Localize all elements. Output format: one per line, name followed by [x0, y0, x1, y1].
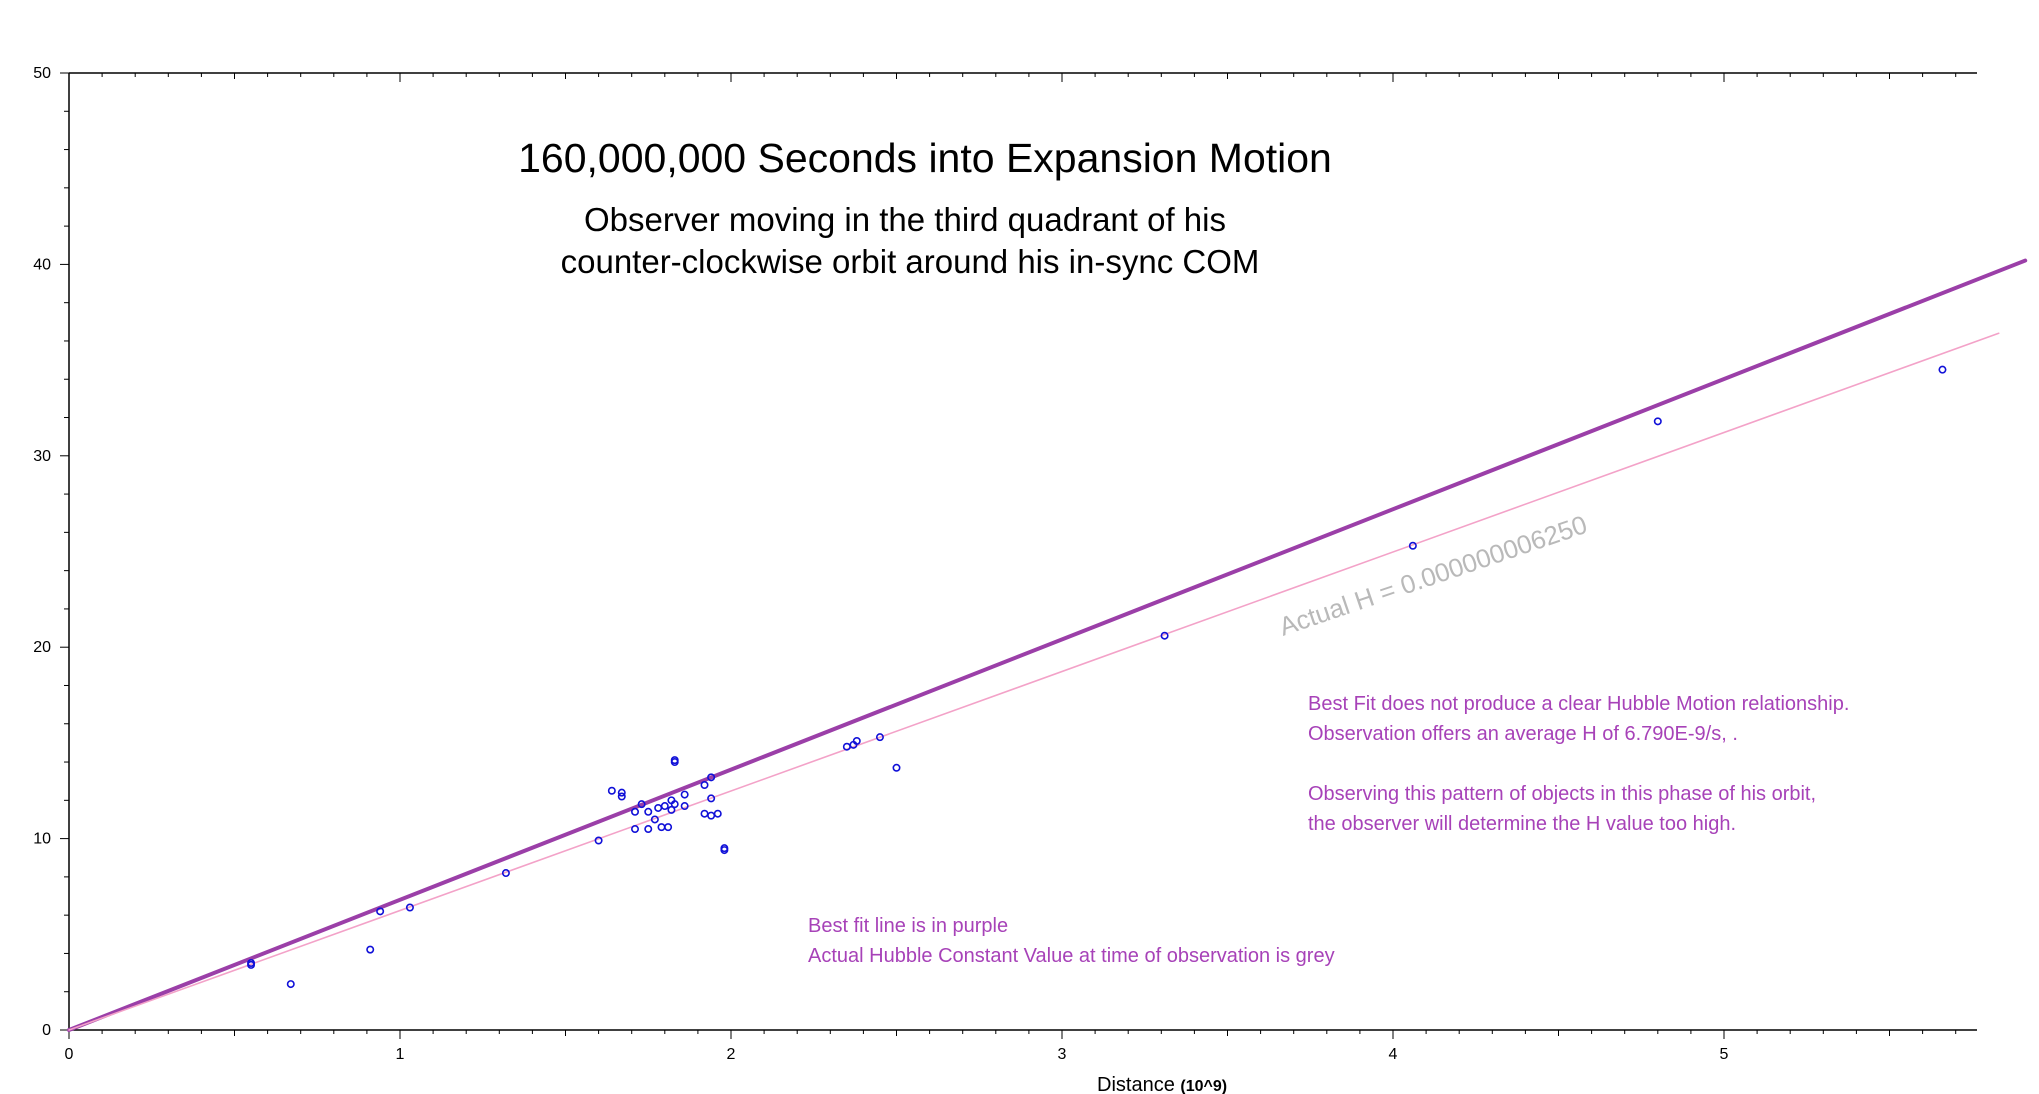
- actual-h-line: [68, 332, 2000, 1031]
- x-tick-label: 4: [1389, 1046, 1398, 1063]
- y-tick-label: 30: [33, 448, 51, 465]
- data-point: [664, 823, 673, 832]
- x-tick-label: 1: [396, 1046, 405, 1063]
- data-point: [286, 980, 295, 989]
- note-right-line-4: Observing this pattern of objects in thi…: [1308, 783, 1816, 805]
- data-point: [660, 802, 669, 811]
- x-axis-title-unit: (10^9): [1180, 1078, 1227, 1094]
- data-point: [670, 756, 679, 765]
- data-point: [680, 790, 689, 799]
- data-point: [707, 811, 716, 820]
- data-point: [376, 907, 385, 916]
- data-point: [670, 800, 679, 809]
- data-point: [875, 733, 884, 742]
- data-point: [631, 825, 640, 834]
- best-fit-line: [67, 258, 2028, 1032]
- data-point: [644, 807, 653, 816]
- y-tick-label: 0: [42, 1022, 51, 1039]
- data-point: [657, 823, 666, 832]
- data-point: [1653, 417, 1662, 426]
- chart-subtitle-line-1: Observer moving in the third quadrant of…: [584, 201, 1226, 238]
- data-point: [700, 809, 709, 818]
- data-point: [644, 825, 653, 834]
- x-tick-label: 5: [1720, 1046, 1729, 1063]
- data-point: [594, 836, 603, 845]
- y-tick-label: 20: [33, 639, 51, 656]
- data-point: [501, 869, 510, 878]
- note-right-line-5: the observer will determine the H value …: [1308, 813, 1736, 835]
- data-point: [607, 786, 616, 795]
- data-point: [617, 788, 626, 797]
- actual-h-label: Actual H = 0.000000006250: [1275, 509, 1591, 642]
- data-point: [247, 960, 256, 969]
- data-point: [366, 945, 375, 954]
- data-point: [654, 803, 663, 812]
- data-point: [637, 800, 646, 809]
- note-right-line-1: Best Fit does not produce a clear Hubble…: [1308, 693, 1849, 715]
- data-point: [720, 844, 729, 853]
- data-point: [707, 773, 716, 782]
- note-bottom-line-2: Actual Hubble Constant Value at time of …: [808, 945, 1335, 967]
- data-point: [1408, 541, 1417, 550]
- y-tick-label: 50: [33, 65, 51, 82]
- data-point: [713, 809, 722, 818]
- data-point: [405, 903, 414, 912]
- note-right-line-2: Observation offers an average H of 6.790…: [1308, 723, 1738, 745]
- x-tick-label: 0: [65, 1046, 74, 1063]
- data-point: [667, 805, 676, 814]
- x-tick-label: 3: [1058, 1046, 1067, 1063]
- note-bottom-line-1: Best fit line is in purple: [808, 915, 1008, 937]
- data-point: [650, 815, 659, 824]
- data-point: [892, 763, 901, 772]
- x-tick-label: 2: [727, 1046, 736, 1063]
- data-point: [700, 781, 709, 790]
- data-point: [1938, 365, 1947, 374]
- y-tick-label: 40: [33, 256, 51, 273]
- chart-subtitle-line-2: counter-clockwise orbit around his in-sy…: [561, 243, 1260, 280]
- x-axis-title: Distance (10^9): [1097, 1074, 1227, 1094]
- y-tick-label: 10: [33, 831, 51, 848]
- data-point: [631, 807, 640, 816]
- data-point: [707, 794, 716, 803]
- x-axis-title-text: Distance: [1097, 1074, 1175, 1094]
- data-point: [852, 736, 861, 745]
- chart-title: 160,000,000 Seconds into Expansion Motio…: [518, 135, 1332, 181]
- data-point: [680, 802, 689, 811]
- data-point: [617, 792, 626, 801]
- scatter-points: [247, 365, 1947, 989]
- series-lines: [67, 258, 2028, 1032]
- data-point: [1160, 631, 1169, 640]
